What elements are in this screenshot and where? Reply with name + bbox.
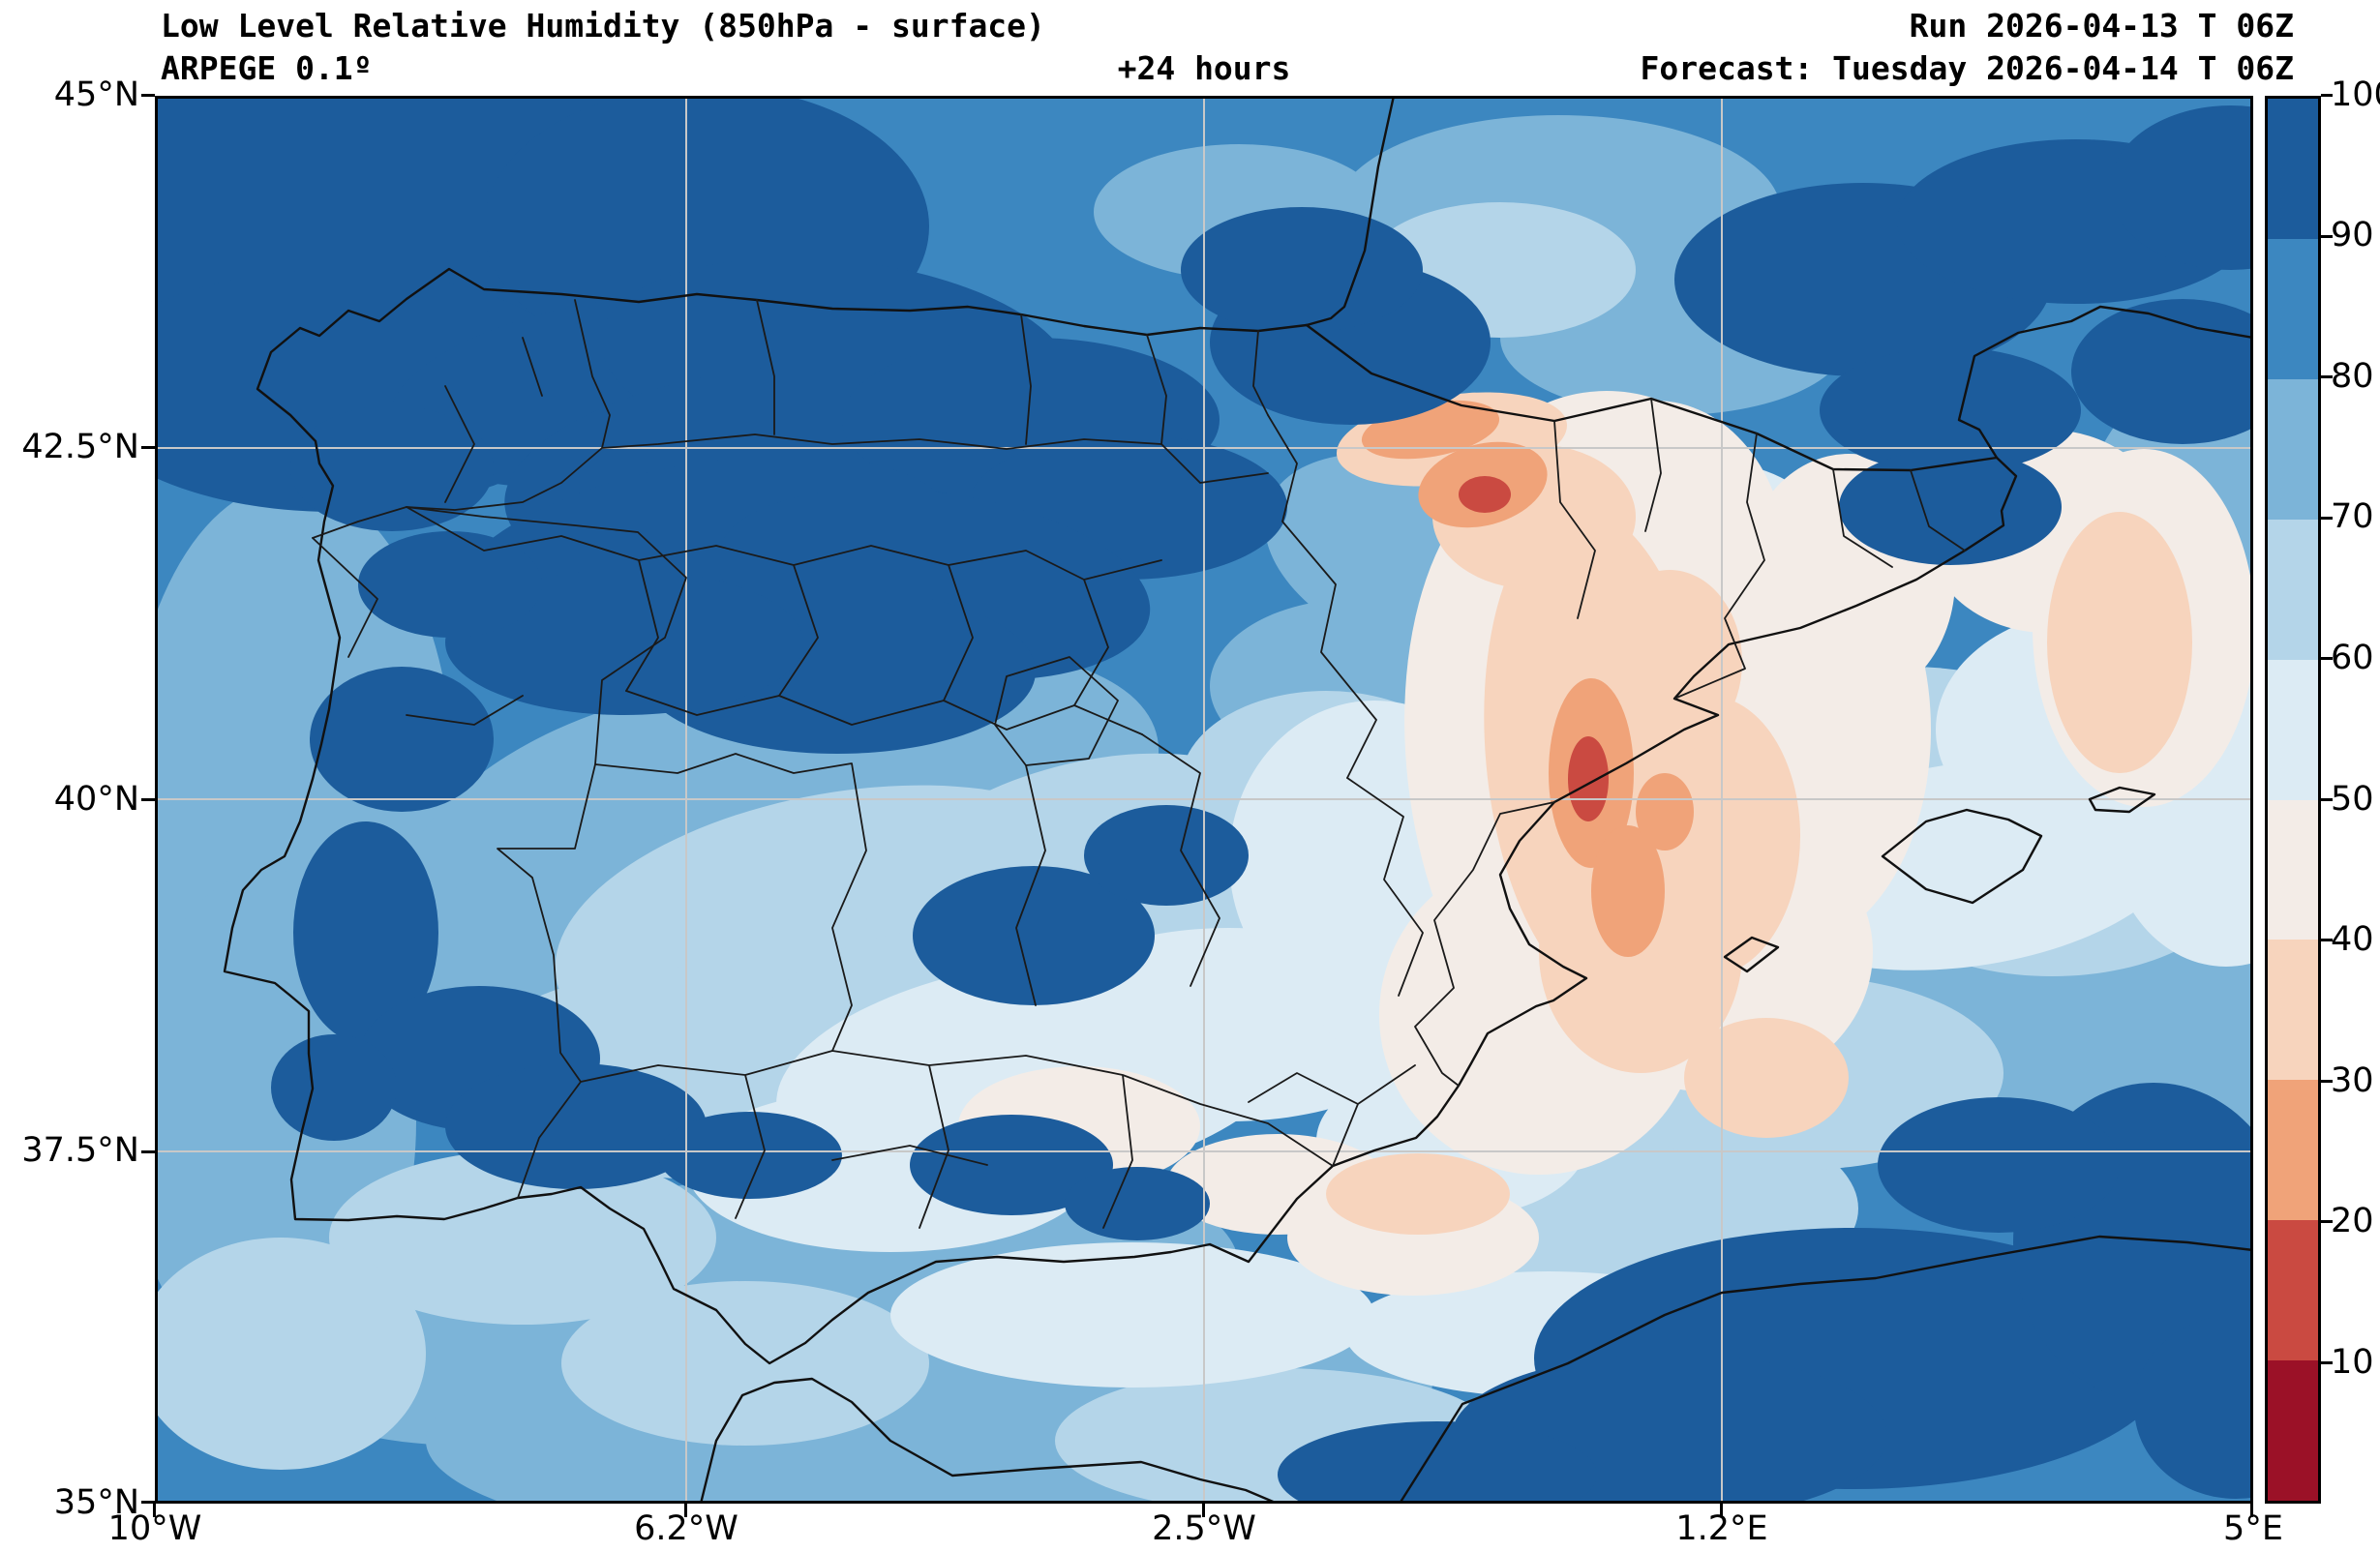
colorbar-segment <box>2268 378 2318 520</box>
field-90-100 <box>155 96 2253 1504</box>
colorbar-label: 40 <box>2331 920 2374 960</box>
colorbar-label: 50 <box>2331 780 2374 820</box>
colorbar-label: 10 <box>2331 1343 2374 1383</box>
colorbar-tick <box>2321 1080 2333 1083</box>
colorbar-label: 80 <box>2331 357 2374 397</box>
y-axis-tick <box>141 798 155 801</box>
colorbar-label: 30 <box>2331 1061 2374 1101</box>
y-axis-tick <box>141 1501 155 1504</box>
y-axis-label: 35°N <box>53 1483 139 1523</box>
x-axis-tick <box>684 1504 687 1517</box>
colorbar <box>2265 96 2321 1504</box>
colorbar-label: 100 <box>2331 75 2380 115</box>
colorbar-segment <box>2268 659 2318 800</box>
colorbar-tick <box>2321 1361 2333 1364</box>
gridlines <box>155 96 2253 1504</box>
colorbar-tick <box>2321 798 2333 801</box>
x-axis-tick <box>153 1504 156 1517</box>
colorbar-tick <box>2321 375 2333 378</box>
model-label: ARPEGE 0.1º <box>161 49 373 87</box>
y-axis-tick <box>141 446 155 449</box>
colorbar-tick <box>2321 939 2333 941</box>
y-axis-label: 42.5°N <box>21 428 139 467</box>
colorbar-tick <box>2321 517 2333 520</box>
field-20-30 <box>1361 400 1694 957</box>
colorbar-label: 20 <box>2331 1202 2374 1241</box>
lead-time-label: +24 hours <box>1117 49 1291 87</box>
colorbar-tick <box>2321 235 2333 238</box>
colorbar-label: 70 <box>2331 497 2374 537</box>
colorbar-segment <box>2268 519 2318 660</box>
y-axis-tick <box>141 94 155 97</box>
x-axis-tick <box>2250 1504 2253 1517</box>
chart-title: Low Level Relative Humidity (850hPa - su… <box>161 7 1045 45</box>
x-axis-tick <box>1720 1504 1723 1517</box>
colorbar-tick <box>2321 657 2333 660</box>
x-axis-label: 5°E <box>2223 1509 2283 1548</box>
y-axis-label: 37.5°N <box>21 1131 139 1171</box>
run-label: Run 2026-04-13 T 06Z <box>1909 7 2294 45</box>
colorbar-segment <box>2268 1360 2318 1502</box>
map-plot <box>155 96 2253 1504</box>
colorbar-segment <box>2268 99 2318 239</box>
admin-boundaries <box>312 299 1966 1229</box>
colorbar-segment <box>2268 238 2318 379</box>
colorbar-tick <box>2321 94 2333 97</box>
humidity-field-svg <box>155 96 2253 1504</box>
colorbar-label: 90 <box>2331 216 2374 255</box>
forecast-label: Forecast: Tuesday 2026-04-14 T 06Z <box>1640 49 2294 87</box>
y-axis-tick <box>141 1150 155 1153</box>
colorbar-segment <box>2268 940 2318 1081</box>
colorbar-segment <box>2268 799 2318 940</box>
y-axis-label: 40°N <box>53 780 139 820</box>
colorbar-segment <box>2268 1220 2318 1361</box>
colorbar-segment <box>2268 1080 2318 1221</box>
y-axis-label: 45°N <box>53 75 139 115</box>
colorbar-tick <box>2321 1220 2333 1223</box>
map-frame-border <box>155 96 2253 1504</box>
colorbar-label: 60 <box>2331 639 2374 678</box>
x-axis-tick <box>1202 1504 1205 1517</box>
